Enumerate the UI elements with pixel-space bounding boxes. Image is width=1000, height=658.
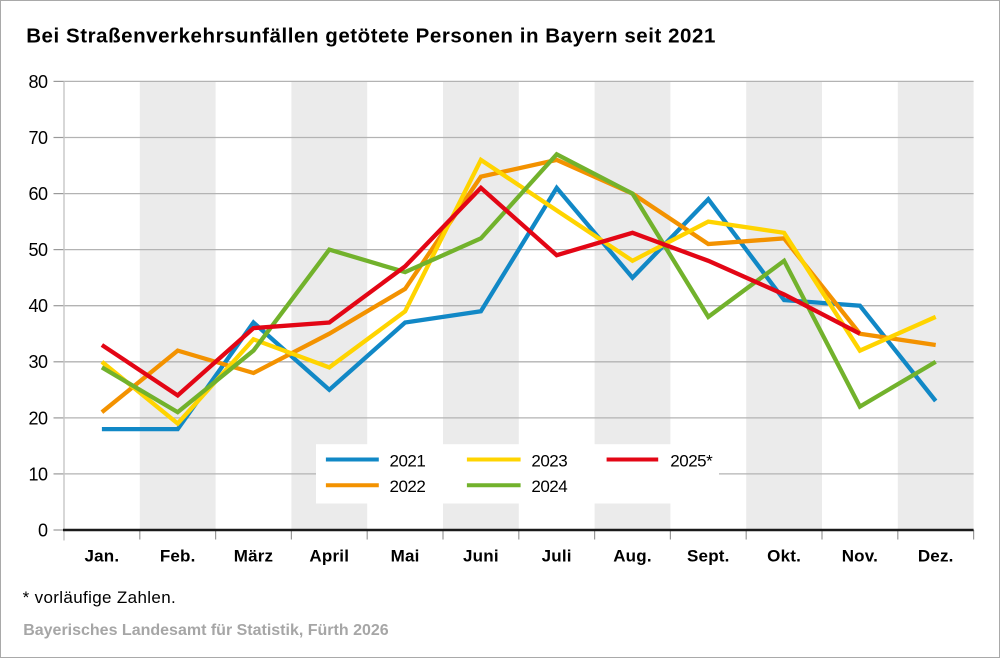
svg-text:Jan.: Jan.	[84, 547, 119, 566]
svg-text:Juni: Juni	[463, 547, 499, 566]
svg-text:60: 60	[28, 184, 48, 204]
svg-text:2023: 2023	[531, 451, 567, 470]
svg-text:April: April	[309, 547, 349, 566]
svg-text:Mai: Mai	[391, 547, 420, 566]
svg-text:Dez.: Dez.	[918, 547, 954, 566]
svg-text:2024: 2024	[531, 477, 567, 496]
svg-text:März: März	[234, 547, 274, 566]
svg-text:Aug.: Aug.	[613, 547, 652, 566]
svg-text:0: 0	[38, 520, 48, 540]
svg-text:2022: 2022	[390, 477, 426, 496]
svg-text:Sept.: Sept.	[687, 547, 730, 566]
svg-text:Juli: Juli	[542, 547, 572, 566]
svg-text:2021: 2021	[390, 451, 426, 470]
svg-text:80: 80	[28, 72, 48, 92]
svg-text:Feb.: Feb.	[160, 547, 196, 566]
svg-text:20: 20	[28, 408, 48, 428]
svg-text:Bei Straßenverkehrsunfällen ge: Bei Straßenverkehrsunfällen getötete Per…	[26, 24, 716, 47]
svg-text:10: 10	[28, 464, 48, 484]
svg-text:50: 50	[28, 240, 48, 260]
svg-text:40: 40	[28, 296, 48, 316]
svg-text:30: 30	[28, 352, 48, 372]
svg-text:Bayerisches Landesamt für Stat: Bayerisches Landesamt für Statistik, Für…	[23, 622, 389, 639]
svg-text:70: 70	[28, 128, 48, 148]
svg-text:2025*: 2025*	[670, 451, 713, 470]
svg-text:Nov.: Nov.	[842, 547, 878, 566]
svg-text:* vorläufige Zahlen.: * vorläufige Zahlen.	[23, 588, 176, 607]
svg-text:Okt.: Okt.	[767, 547, 801, 566]
